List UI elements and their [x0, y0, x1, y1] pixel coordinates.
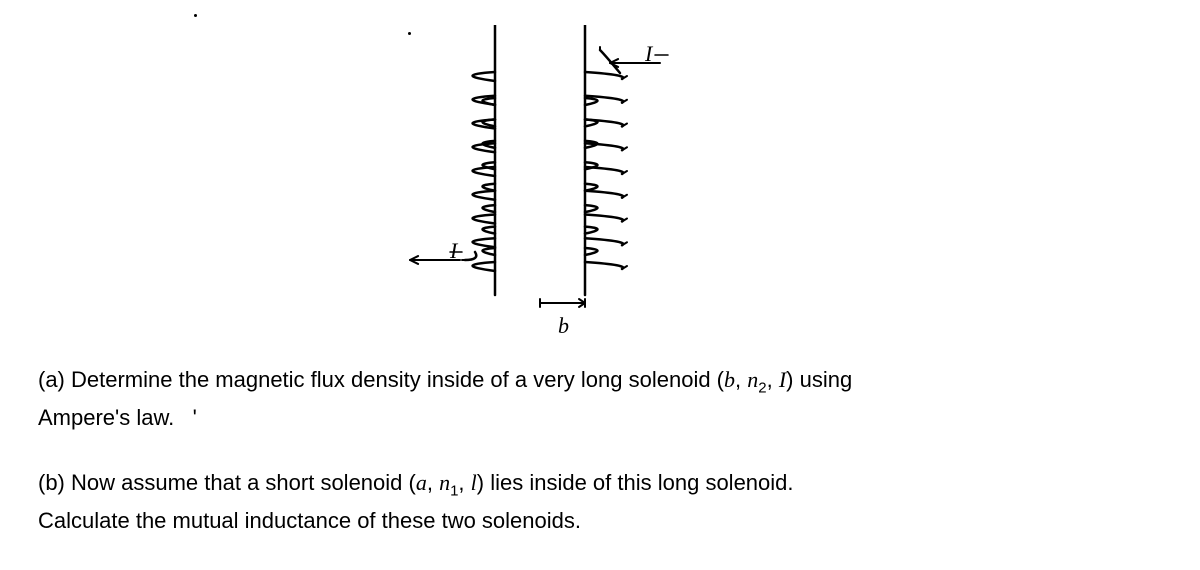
- question-a: (a) Determine the magnetic flux density …: [38, 362, 1138, 436]
- qb-var-n: n: [439, 470, 450, 495]
- qb-sep1: ,: [427, 470, 439, 495]
- qa-sep1: ,: [735, 367, 747, 392]
- solenoid-svg: [400, 25, 680, 325]
- stray-dot: [194, 14, 197, 17]
- qa-sub2: 2: [758, 379, 766, 396]
- qa-prefix: (a) Determine the magnetic flux density …: [38, 367, 724, 392]
- qb-line2: Calculate the mutual inductance of these…: [38, 508, 581, 533]
- qa-var-b: b: [724, 367, 735, 392]
- label-I-left: I: [450, 238, 457, 264]
- question-b: (b) Now assume that a short solenoid (a,…: [38, 465, 1138, 539]
- label-I-top: I: [645, 41, 652, 67]
- solenoid-figure: b I I: [400, 25, 680, 320]
- qa-mid: ) using: [786, 367, 852, 392]
- qa-tick: ': [193, 405, 197, 430]
- qb-prefix: (b) Now assume that a short solenoid (: [38, 470, 416, 495]
- qb-var-a: a: [416, 470, 427, 495]
- qa-var-n: n: [747, 367, 758, 392]
- qb-mid: ) lies inside of this long solenoid.: [477, 470, 794, 495]
- qa-line2: Ampere's law.: [38, 405, 174, 430]
- qa-sep2: ,: [767, 367, 779, 392]
- label-b: b: [558, 313, 569, 339]
- qb-sep2: ,: [458, 470, 470, 495]
